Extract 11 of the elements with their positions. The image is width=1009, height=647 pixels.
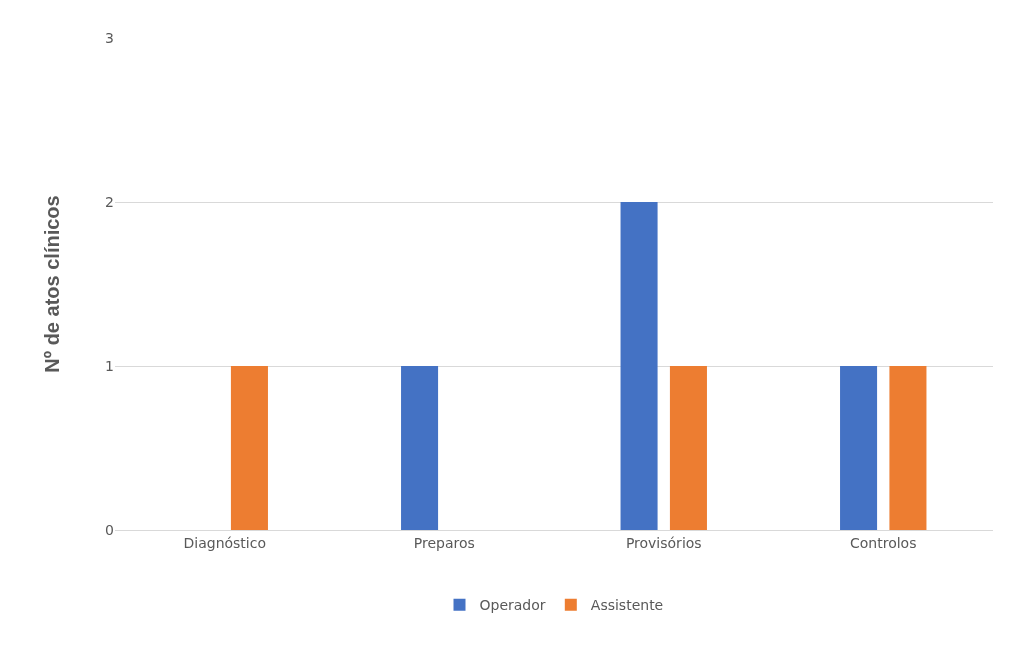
legend-label: Assistente — [590, 597, 664, 614]
y-tick-label: 2 — [105, 193, 114, 210]
y-tick-label: 3 — [105, 29, 114, 46]
x-tick-label: Provisórios — [625, 534, 702, 551]
y-tick-label: 0 — [105, 521, 114, 538]
y-axis-title: Nº de atos clínicos — [40, 195, 63, 373]
x-tick-label: Diagnóstico — [183, 534, 267, 551]
legend-label: Operador — [479, 597, 546, 614]
x-tick-label: Controlos — [850, 534, 917, 551]
y-tick-label: 1 — [105, 357, 114, 374]
x-tick-label: Preparos — [413, 534, 475, 551]
